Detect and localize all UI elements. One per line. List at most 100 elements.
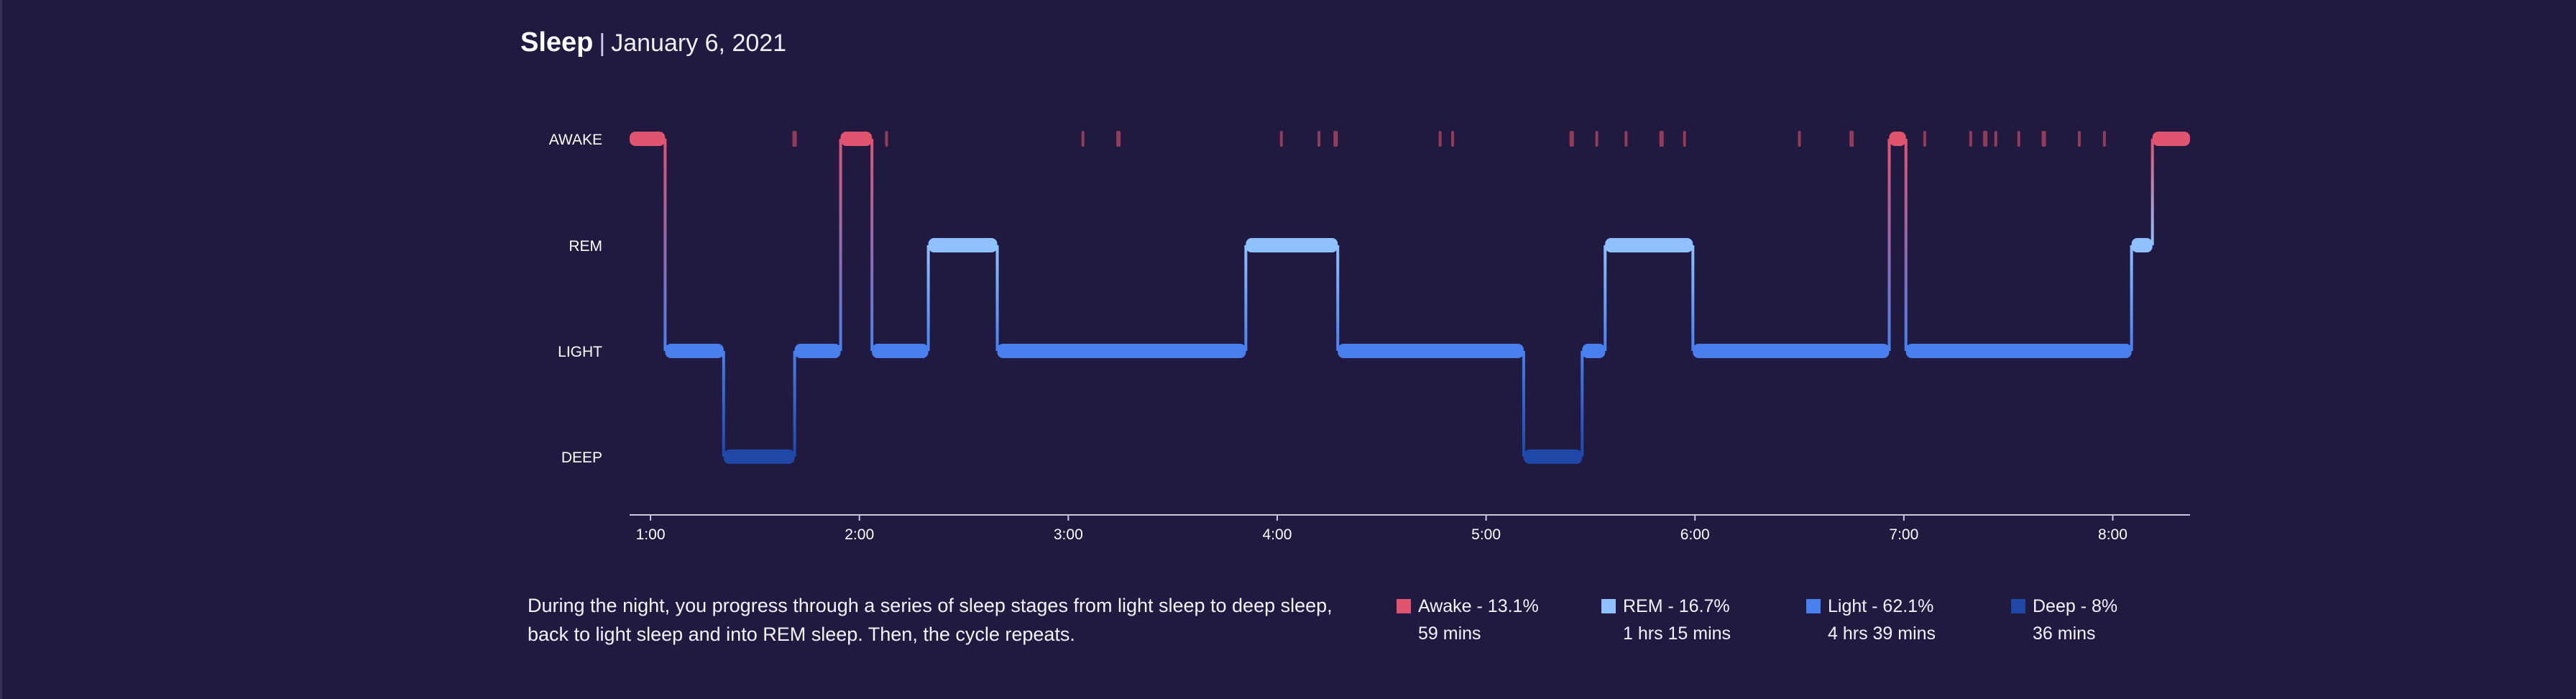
stage-transition-line [839,139,842,351]
stage-segment-deep [1523,449,1583,464]
stage-segment-rem [928,238,998,252]
stage-segment-light [665,344,724,358]
brief-awakening-mark [792,131,797,147]
brief-awakening-mark [1659,131,1664,147]
legend-row: Light - 62.1% [1806,594,1936,618]
stage-segments [630,132,2190,464]
x-tick-label: 1:00 [636,526,666,543]
brief-awakening-mark [2017,131,2020,147]
stage-segment-awake [840,132,873,146]
legend-duration: 36 mins [2033,623,2096,644]
legend-row: REM - 16.7% [1601,594,1731,618]
stage-segment-rem [2131,238,2153,252]
legend-label: Awake - 13.1% [1418,595,1539,616]
brief-awakening-mark [2102,131,2106,147]
brief-awakenings [792,131,2106,147]
stage-labels: AWAKE REM LIGHT DEEP [549,132,602,466]
brief-awakening-mark [1849,131,1854,147]
x-tick-label: 4:00 [1263,526,1292,543]
brief-awakening-mark [1451,131,1455,147]
stage-transition-line [1581,351,1584,457]
page-title: Sleep [520,27,594,58]
x-tick-label: 8:00 [2098,526,2128,543]
legend-row: Deep - 8% [2011,594,2117,618]
legend-label: REM - 16.7% [1623,595,1730,616]
brief-awakening-mark [1595,131,1598,147]
legend-swatch [1397,599,1411,613]
legend-row: Awake - 13.1% [1397,594,1539,618]
stage-transition-line [2150,139,2154,245]
stage-segment-light [872,344,929,358]
brief-awakening-mark [1798,131,1801,147]
stage-transition-line [870,139,874,351]
brief-awakening-mark [1983,131,1988,147]
stage-label-light: LIGHT [558,344,602,360]
stage-transition-line [995,245,999,351]
stage-segment-awake [2152,132,2190,146]
legend-duration: 59 mins [1418,623,1481,644]
stage-segment-deep [723,449,795,464]
window-edge [0,0,2,699]
stage-segment-awake [1889,132,1906,146]
legend-label: Deep - 8% [2033,595,2118,616]
page-header: Sleep | January 6, 2021 [520,27,786,58]
stage-segment-rem [1246,238,1338,252]
stage-transition-line [663,139,667,351]
stage-transition-line [1604,245,1607,351]
brief-awakening-mark [2077,131,2081,147]
brief-awakening-mark [1081,131,1085,147]
x-tick-label: 3:00 [1054,526,1083,543]
x-tick-label: 2:00 [845,526,874,543]
x-tick-label: 6:00 [1680,526,1710,543]
legend-swatch [2011,599,2025,613]
stage-segment-rem [1605,238,1693,252]
stage-transition-line [1904,139,1908,351]
stage-transition-line [1691,245,1695,351]
stage-segment-light [1693,344,1890,358]
stage-segment-light [1338,344,1524,358]
stage-transition-line [1522,351,1525,457]
brief-awakening-mark [1569,131,1574,147]
brief-awakening-mark [1969,131,1972,147]
brief-awakening-mark [1624,131,1628,147]
stage-transition-line [793,351,796,457]
stage-label-awake: AWAKE [549,132,602,148]
legend-swatch [1601,599,1616,613]
sleep-description: During the night, you progress through a… [528,595,1333,645]
stage-segment-awake [630,132,666,146]
legend-item-deep: Deep - 8% 36 mins [2011,594,2117,646]
brief-awakening-mark [2041,131,2046,147]
brief-awakening-mark [1317,131,1321,147]
stage-transitions [663,139,2154,457]
stage-transition-line [1336,245,1340,351]
time-axis: 1:00 2:00 3:00 4:00 5:00 6:00 7:00 8:00 [630,514,2190,543]
stage-segment-light [1905,344,2132,358]
stage-label-rem: REM [569,238,602,255]
x-tick-label: 5:00 [1471,526,1501,543]
stage-segment-light [794,344,841,358]
brief-awakening-mark [1683,131,1686,147]
brief-awakening-mark [885,131,888,147]
legend-item-light: Light - 62.1% 4 hrs 39 mins [1806,594,1936,646]
brief-awakening-mark [1116,131,1121,147]
stage-segment-light [997,344,1246,358]
legend-duration: 4 hrs 39 mins [1828,623,1936,644]
page-date: January 6, 2021 [611,29,787,57]
stage-transition-line [1887,139,1891,351]
stage-label-deep: DEEP [561,449,602,466]
stage-transition-line [1244,245,1248,351]
x-tick-label: 7:00 [1889,526,1918,543]
title-separator: | [599,29,606,57]
stage-transition-line [722,351,725,457]
legend-item-rem: REM - 16.7% 1 hrs 15 mins [1601,594,1731,646]
legend-swatch [1806,599,1821,613]
stage-transition-line [2130,245,2133,351]
brief-awakening-mark [1923,131,1926,147]
legend-item-awake: Awake - 13.1% 59 mins [1397,594,1539,646]
brief-awakening-mark [1994,131,1997,147]
stage-transition-line [926,245,930,351]
stage-segment-light [1582,344,1606,358]
legend-duration: 1 hrs 15 mins [1623,623,1731,644]
legend-label: Light - 62.1% [1828,595,1934,616]
